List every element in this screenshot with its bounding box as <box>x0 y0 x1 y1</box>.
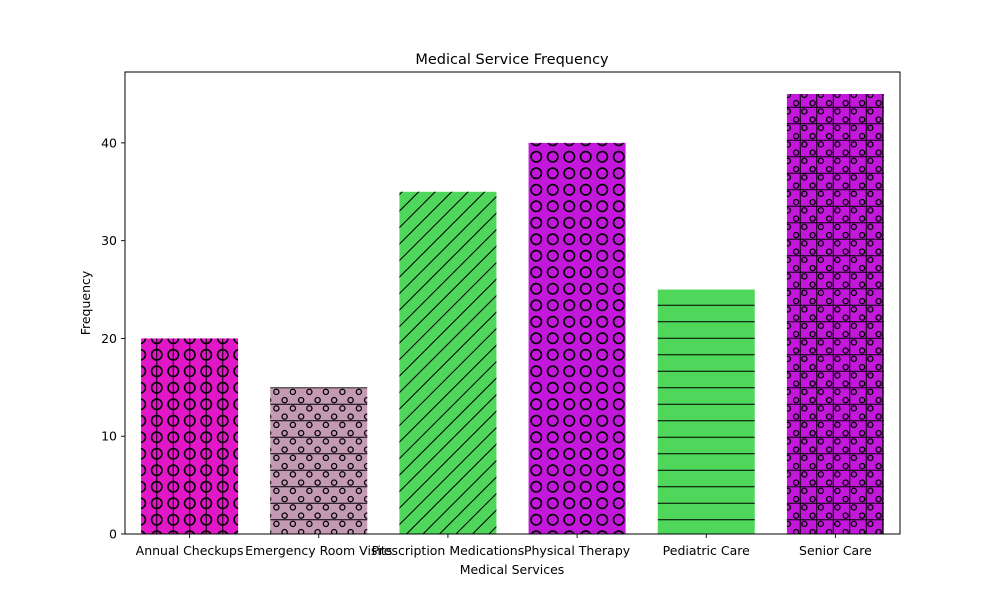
x-tick-label: Senior Care <box>799 543 872 558</box>
bar-2 <box>270 387 368 534</box>
y-tick-label: 20 <box>101 331 117 346</box>
bar-hatch <box>141 338 239 534</box>
bar-hatch <box>657 289 755 534</box>
x-tick-label: Physical Therapy <box>524 543 631 558</box>
bar-1 <box>141 338 239 534</box>
bar-hatch <box>786 94 884 534</box>
chart-title: Medical Service Frequency <box>415 52 609 68</box>
bar-6 <box>786 94 884 534</box>
x-axis-label: Medical Services <box>460 562 565 577</box>
bar-4 <box>528 142 626 534</box>
bar-hatch <box>270 387 368 534</box>
x-tick-label: Emergency Room Visits <box>245 543 392 558</box>
y-tick-label: 10 <box>101 429 117 444</box>
x-tick-label: Annual Checkups <box>136 543 244 558</box>
bars-layer <box>141 94 884 534</box>
y-tick-label: 0 <box>109 527 117 542</box>
y-tick-label: 40 <box>101 135 117 150</box>
y-axis-label: Frequency <box>78 270 93 335</box>
bar-3 <box>399 191 497 534</box>
axes-layer: Annual Checkups Emergency Room VisitsPres… <box>101 71 901 558</box>
bar-hatch <box>399 191 497 534</box>
bar-hatch <box>528 142 626 534</box>
plot-frame <box>124 71 901 535</box>
y-tick-label: 30 <box>101 233 117 248</box>
bar-5 <box>657 289 755 534</box>
x-tick-label: Pediatric Care <box>663 543 750 558</box>
x-tick-label: Prescription Medications <box>372 543 525 558</box>
